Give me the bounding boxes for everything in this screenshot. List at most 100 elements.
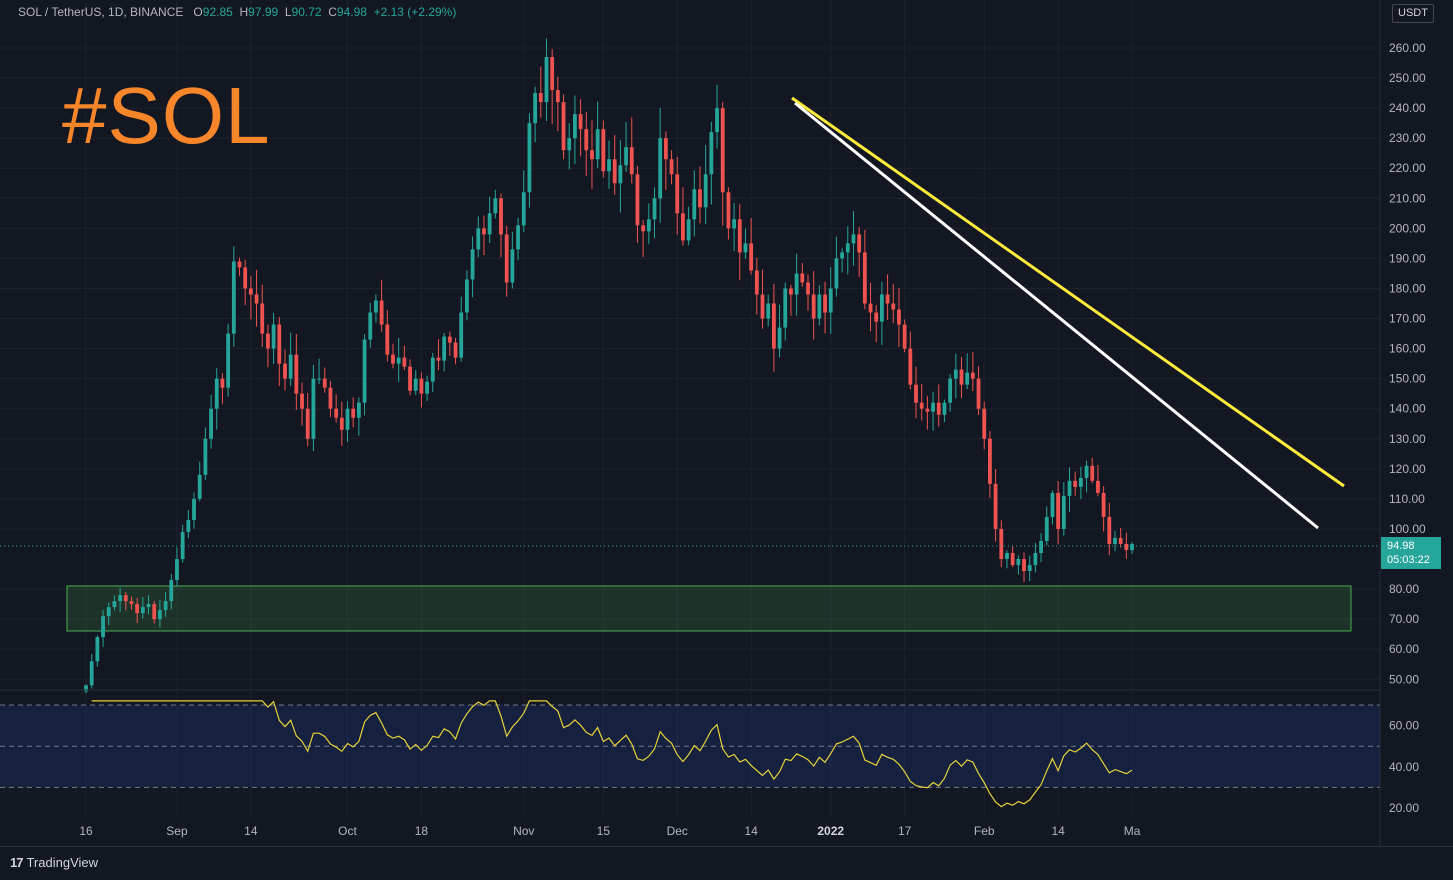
candle[interactable] <box>652 187 657 239</box>
candle[interactable] <box>663 131 668 190</box>
candle[interactable] <box>692 170 697 237</box>
candle[interactable] <box>1022 552 1026 583</box>
candle[interactable] <box>1084 460 1089 493</box>
candle[interactable] <box>203 427 208 480</box>
candle[interactable] <box>828 267 833 334</box>
candle[interactable] <box>1016 555 1021 575</box>
candle[interactable] <box>902 319 907 353</box>
candle[interactable] <box>163 592 168 617</box>
candle[interactable] <box>470 236 475 298</box>
candle[interactable] <box>800 262 805 287</box>
candle[interactable] <box>158 599 162 628</box>
candle[interactable] <box>845 226 850 275</box>
candle[interactable] <box>965 353 970 390</box>
candle[interactable] <box>283 349 287 391</box>
candle[interactable] <box>237 257 242 276</box>
candle[interactable] <box>931 391 935 431</box>
candle[interactable] <box>783 282 788 341</box>
candle[interactable] <box>868 282 873 332</box>
candle[interactable] <box>766 294 771 327</box>
candle[interactable] <box>698 166 702 224</box>
candle[interactable] <box>374 294 378 323</box>
candle[interactable] <box>573 95 577 165</box>
candle[interactable] <box>516 217 520 261</box>
candle[interactable] <box>476 216 481 258</box>
candle[interactable] <box>794 253 799 316</box>
candle[interactable] <box>743 228 748 259</box>
candle[interactable] <box>618 140 623 213</box>
candle[interactable] <box>646 203 651 244</box>
candle[interactable] <box>953 353 958 399</box>
candle[interactable] <box>681 187 685 246</box>
candle[interactable] <box>430 352 435 393</box>
candle[interactable] <box>806 274 810 311</box>
candle[interactable] <box>584 112 589 176</box>
tradingview-logo[interactable]: 17 TradingView <box>10 855 98 870</box>
candle[interactable] <box>322 367 327 393</box>
candle[interactable] <box>379 279 384 332</box>
candle[interactable] <box>254 269 259 327</box>
candle[interactable] <box>112 595 117 611</box>
candle[interactable] <box>260 284 265 347</box>
candle[interactable] <box>789 284 793 316</box>
candle[interactable] <box>288 332 293 386</box>
candle[interactable] <box>300 382 304 426</box>
candle[interactable] <box>561 94 566 160</box>
candle[interactable] <box>95 635 100 667</box>
candle[interactable] <box>1124 532 1129 559</box>
trendline-white[interactable] <box>794 101 1319 530</box>
candle[interactable] <box>504 225 509 297</box>
candle[interactable] <box>857 226 862 277</box>
candle[interactable] <box>993 469 998 542</box>
candle[interactable] <box>89 653 94 689</box>
candle[interactable] <box>612 134 617 195</box>
candle[interactable] <box>777 304 782 358</box>
candle[interactable] <box>413 370 418 396</box>
candle[interactable] <box>908 331 913 390</box>
candle[interactable] <box>607 140 611 189</box>
candle[interactable] <box>891 283 896 324</box>
candle[interactable] <box>1113 530 1117 552</box>
rsi-series-line[interactable] <box>91 700 1133 808</box>
candle[interactable] <box>123 591 128 611</box>
candle[interactable] <box>1010 545 1015 568</box>
candle[interactable] <box>999 520 1004 568</box>
candle[interactable] <box>1107 502 1112 556</box>
symbol-title[interactable]: SOL / TetherUS, 1D, BINANCE <box>18 5 184 19</box>
candle[interactable] <box>328 380 333 418</box>
candle[interactable] <box>527 113 532 208</box>
candle[interactable] <box>970 352 975 392</box>
candle[interactable] <box>555 76 560 132</box>
candle[interactable] <box>1033 542 1038 573</box>
candle[interactable] <box>590 120 594 189</box>
candle[interactable] <box>959 356 964 398</box>
candle[interactable] <box>732 203 736 252</box>
candle[interactable] <box>749 217 754 275</box>
candle[interactable] <box>538 66 543 118</box>
candle[interactable] <box>988 430 992 498</box>
candle[interactable] <box>834 236 839 297</box>
candle[interactable] <box>840 248 845 273</box>
candle[interactable] <box>760 269 765 329</box>
candle[interactable] <box>936 384 941 427</box>
candle[interactable] <box>231 246 236 347</box>
candle[interactable] <box>811 270 816 340</box>
candle[interactable] <box>1090 457 1095 484</box>
candle[interactable] <box>737 204 742 281</box>
candle[interactable] <box>880 281 884 346</box>
candle[interactable] <box>396 337 401 383</box>
candle[interactable] <box>464 270 469 321</box>
candle[interactable] <box>771 283 776 372</box>
candle[interactable] <box>1096 464 1100 497</box>
candle[interactable] <box>408 359 412 396</box>
candle[interactable] <box>544 38 549 121</box>
candle[interactable] <box>385 309 390 362</box>
candle[interactable] <box>135 597 140 623</box>
candle[interactable] <box>447 331 452 356</box>
candle[interactable] <box>874 305 879 343</box>
candle[interactable] <box>209 394 213 449</box>
candle[interactable] <box>942 399 947 422</box>
candle[interactable] <box>1005 550 1009 569</box>
candle[interactable] <box>459 296 464 362</box>
